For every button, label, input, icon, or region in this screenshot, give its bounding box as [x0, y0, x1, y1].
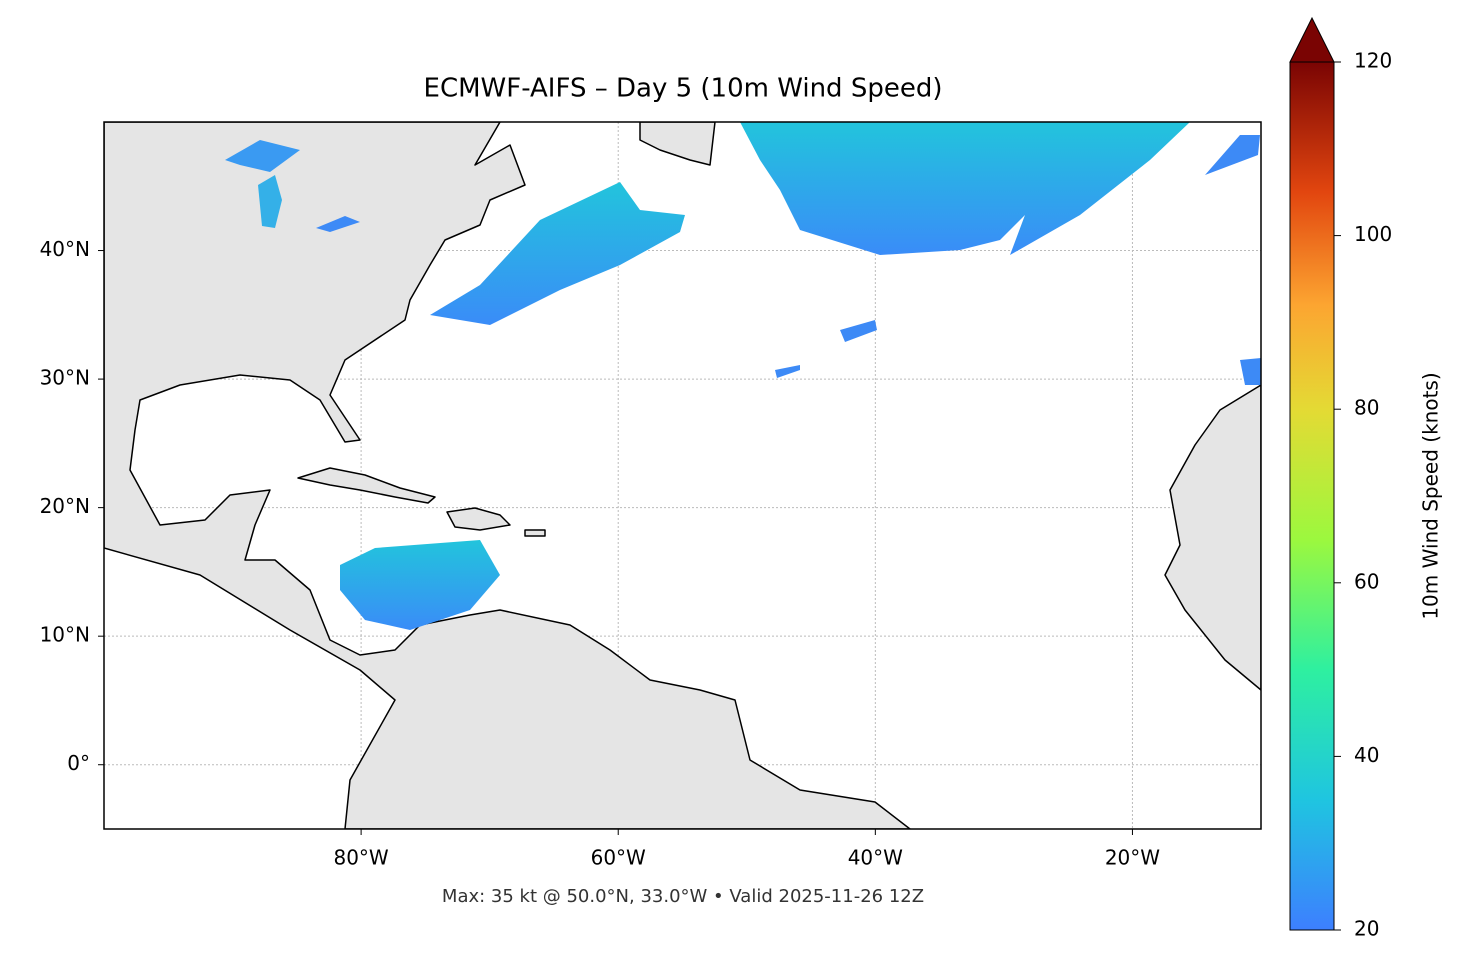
y-tick-label: 10°N: [40, 623, 90, 647]
footer-note: Max: 35 kt @ 50.0°N, 33.0°W • Valid 2025…: [442, 886, 924, 907]
map-frame: [103, 121, 1262, 830]
africa: [1164, 384, 1261, 691]
wind-patch: [316, 216, 360, 232]
cuba: [297, 467, 436, 504]
wind-patch: [1205, 135, 1260, 175]
x-tick-label: 60°W: [591, 846, 646, 870]
x-tick-label: 80°W: [333, 846, 388, 870]
newfoundland: [639, 122, 716, 166]
wind-patch: [225, 140, 300, 172]
colorbar-tick-label: 60: [1354, 569, 1379, 593]
wind-patch: [340, 540, 500, 630]
wind-patch: [430, 182, 685, 325]
americas: [104, 122, 911, 829]
wind-patch: [840, 320, 877, 342]
y-tick-label: 30°N: [40, 366, 90, 390]
wind-patch: [1240, 358, 1261, 385]
colorbar-label: 10m Wind Speed (knots): [1419, 372, 1443, 619]
colorbar-extension: [1289, 16, 1335, 63]
x-tick-label: 20°W: [1105, 846, 1160, 870]
colorbar-tick-label: 80: [1354, 396, 1379, 420]
colorbar: [1289, 61, 1335, 931]
axis-ticks: 80°W 60°W 40°W 20°W 0° 10°N 20°N 30°N 40°N: [40, 237, 1161, 869]
y-tick-label: 0°: [67, 751, 90, 775]
wind-patch: [740, 122, 1190, 255]
colorbar-tick-label: 40: [1354, 743, 1379, 767]
wind-patch: [258, 175, 282, 228]
wind-patch: [775, 365, 800, 378]
map-title: ECMWF-AIFS – Day 5 (10m Wind Speed): [424, 74, 943, 104]
y-tick-label: 40°N: [40, 237, 90, 261]
x-tick-label: 40°W: [848, 846, 903, 870]
y-tick-label: 20°N: [40, 494, 90, 518]
map-layers: [104, 122, 1261, 829]
colorbar-ticks: 20 40 60 80 100 120: [1334, 49, 1392, 941]
colorbar-tick-label: 120: [1354, 49, 1392, 73]
colorbar-tick-label: 20: [1354, 917, 1379, 941]
hispaniola: [446, 507, 511, 531]
wind-field: [225, 122, 1261, 630]
colorbar-tick-label: 100: [1354, 222, 1392, 246]
puerto-rico: [524, 529, 546, 537]
